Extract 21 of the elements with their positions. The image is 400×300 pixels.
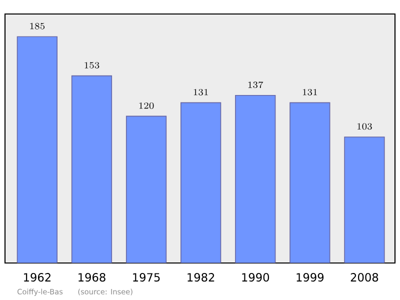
x-tick-label: 1990 [242,272,270,282]
bar [180,102,222,263]
data-label: 131 [302,88,317,96]
data-label: 131 [194,88,208,96]
data-label: 103 [358,123,372,130]
x-tick-label: 1968 [78,272,106,282]
bar [16,36,58,263]
bar [71,75,112,263]
data-label: 153 [84,62,100,68]
x-tick-label: 2008 [350,272,378,282]
x-tick-label: 1982 [188,272,214,282]
data-label: 185 [30,22,45,30]
bar [126,116,167,263]
data-label: 137 [248,81,264,88]
bar [290,102,330,263]
x-tick-label: 1962 [24,272,50,282]
bar [344,136,385,263]
bar [235,94,276,263]
x-tick-label: 1975 [133,272,160,282]
x-tick-label: 1999 [296,272,324,282]
data-label: 120 [139,102,154,109]
